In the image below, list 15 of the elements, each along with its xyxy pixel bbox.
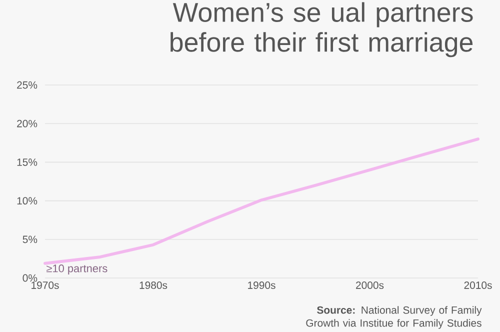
y-tick-label: 20% [17, 120, 38, 128]
x-tick-label: 1980s [140, 282, 168, 289]
line-series [44, 138, 480, 265]
series-label: ≥10 partners [46, 264, 108, 274]
y-tick-label: 0% [22, 274, 38, 282]
y-tick-label: 15% [17, 158, 38, 166]
y-tick-label: 5% [22, 236, 38, 244]
x-tick-label: 2000s [356, 282, 384, 289]
y-tick-label: 10% [17, 197, 38, 205]
chart-title: Women’s se ual partners before their first marriage [170, 2, 473, 58]
text: Source: National Survey of Family Growth via Institue for Family Studies [306, 306, 482, 329]
y-tick-label: 25% [17, 81, 38, 89]
x-tick-label: 1990s [248, 282, 276, 289]
x-tick-label: 1970s [32, 282, 59, 289]
x-tick-label: 2010s [464, 282, 492, 289]
